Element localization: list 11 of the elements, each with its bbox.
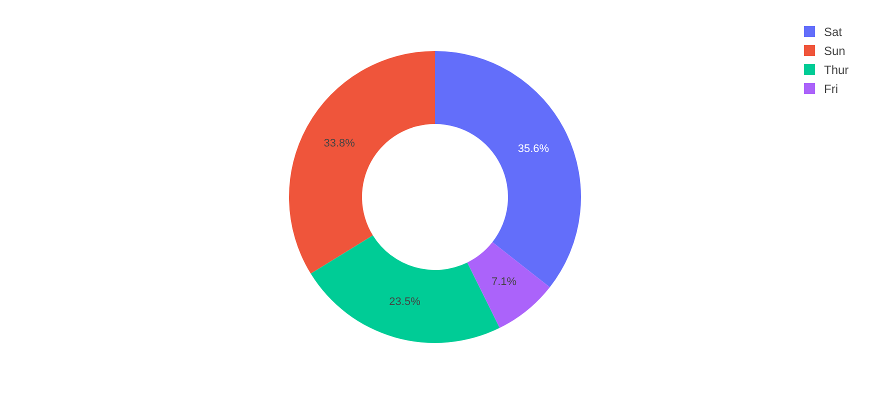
legend-label: Sat [824, 24, 842, 38]
legend-label: Sun [824, 44, 846, 58]
donut-slice [435, 51, 581, 288]
donut-slice [467, 242, 550, 328]
data-label: 33.8% [324, 138, 356, 150]
data-label: 7.1% [491, 276, 517, 288]
legend-label: Fri [824, 82, 838, 96]
data-label: 23.5% [389, 296, 421, 308]
legend-label: Thur [824, 62, 849, 76]
data-label: 35.6% [518, 143, 550, 156]
donut-slice [289, 51, 435, 274]
